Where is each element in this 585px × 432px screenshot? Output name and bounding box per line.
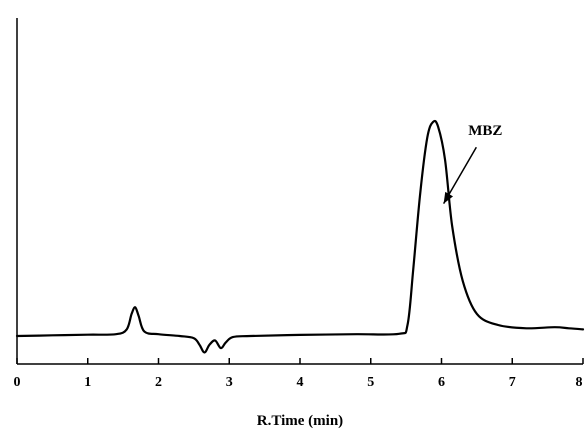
- x-tick-label: 6: [438, 375, 445, 390]
- annotation-arrow-head: [443, 191, 454, 204]
- x-tick-labels: 0 1 2 3 4 5 6 7 8: [14, 375, 583, 390]
- chromatogram-trace: [15, 119, 585, 354]
- x-tick-label: 4: [297, 375, 304, 390]
- annotation: MBZ: [442, 123, 502, 205]
- x-tick-label: 1: [84, 375, 91, 390]
- axes: [16, 18, 583, 365]
- x-tick-label: 8: [576, 375, 583, 390]
- x-tick-label: 0: [14, 375, 21, 390]
- annotation-label: MBZ: [468, 123, 502, 139]
- x-ticks: [16, 358, 584, 364]
- x-axis-title: R.Time (min): [257, 413, 343, 429]
- x-tick-label: 7: [509, 375, 516, 390]
- x-tick-label: 2: [155, 375, 162, 390]
- x-tick-label: 3: [226, 375, 233, 390]
- x-tick-label: 5: [367, 375, 374, 390]
